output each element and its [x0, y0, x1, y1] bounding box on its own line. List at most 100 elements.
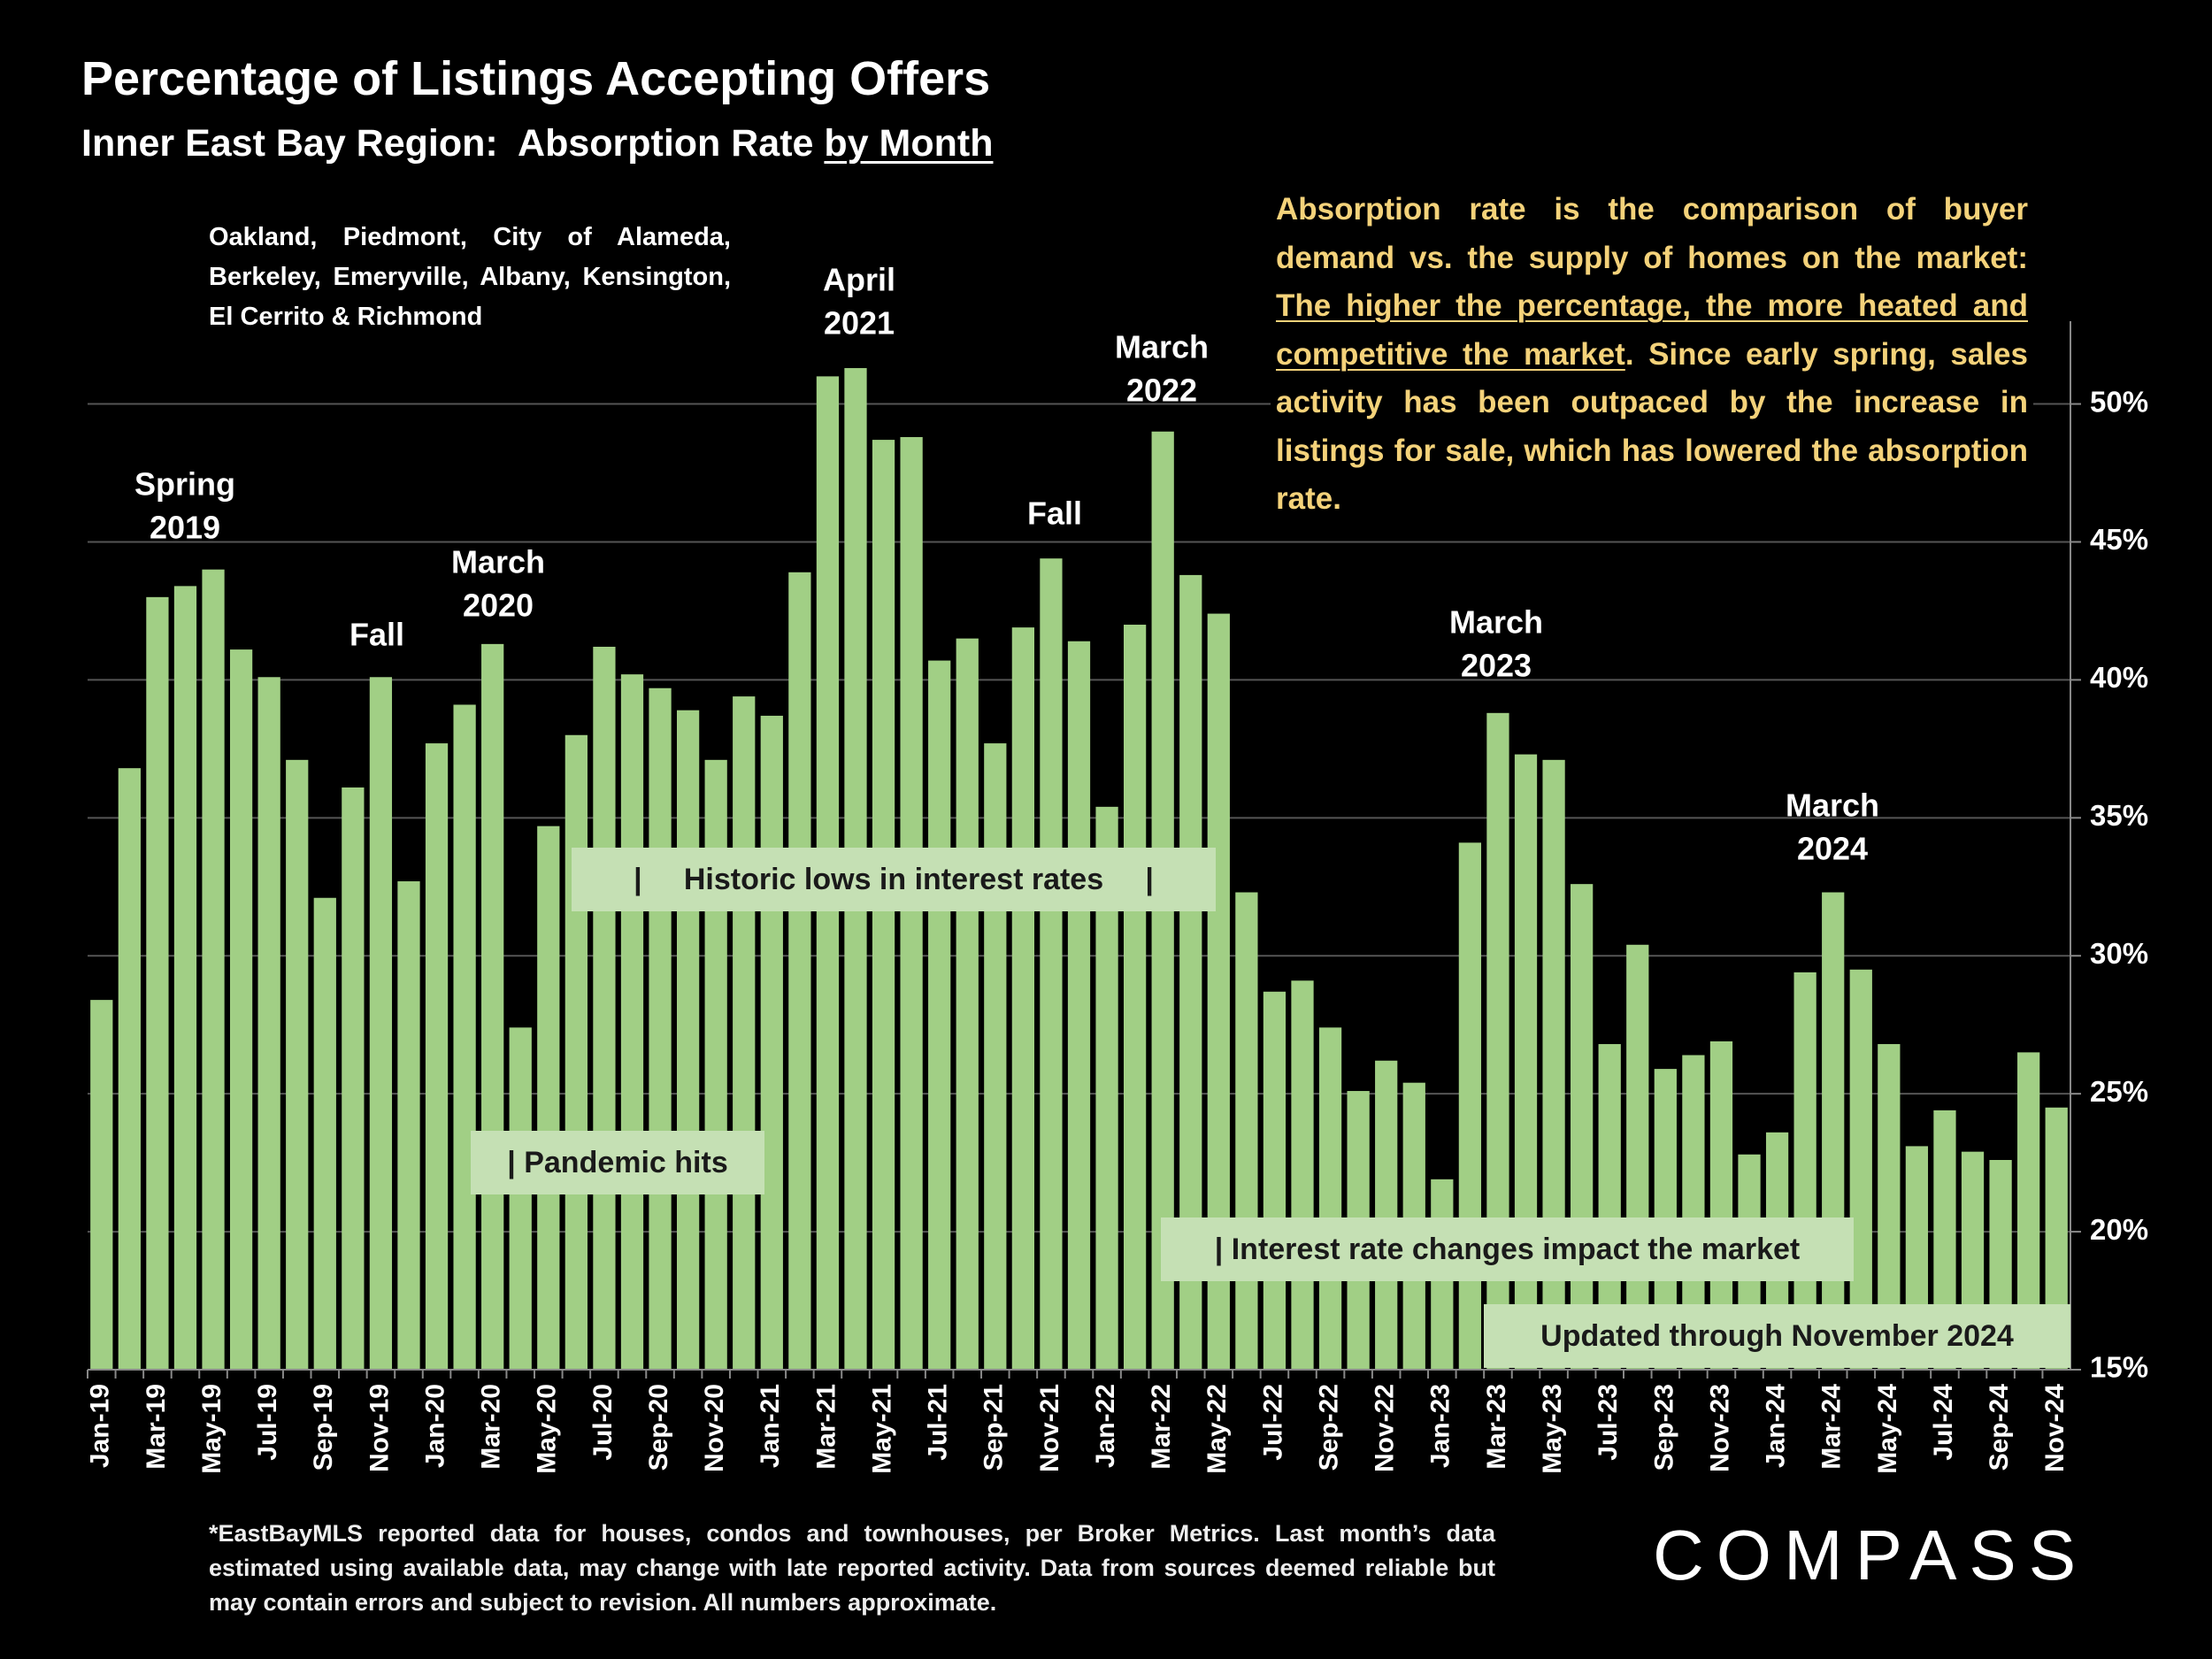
x-tick-label: May-20: [533, 1384, 562, 1474]
x-tick-label: May-24: [1873, 1384, 1902, 1474]
x-tick-label: May-23: [1538, 1384, 1567, 1474]
annotation: 2021: [824, 305, 895, 342]
x-tick-label: Sep-23: [1649, 1384, 1678, 1471]
annotation: 2023: [1461, 648, 1532, 684]
bar: [1291, 980, 1314, 1370]
description-text: Absorption rate is the comparison of buy…: [1276, 192, 2028, 275]
x-tick-label: May-19: [197, 1384, 227, 1474]
bar: [229, 649, 253, 1370]
period-box: [1161, 1217, 1854, 1281]
bar: [202, 569, 225, 1370]
x-tick-label: Sep-22: [1314, 1384, 1343, 1471]
bar: [146, 596, 169, 1370]
y-tick-label: 30%: [2090, 937, 2148, 970]
bar: [453, 704, 476, 1370]
bar: [313, 897, 336, 1370]
bar: [425, 743, 449, 1370]
y-tick-label: 25%: [2090, 1075, 2148, 1108]
annotation: March: [1786, 787, 1879, 824]
x-tick-label: May-21: [867, 1384, 896, 1474]
x-tick-label: Mar-22: [1147, 1384, 1176, 1470]
annotation: Fall: [1027, 495, 1082, 532]
description-underlined: The higher the percentage, the more heat…: [1276, 288, 2028, 372]
x-tick-label: Jul-22: [1258, 1384, 1287, 1461]
bar: [593, 646, 616, 1370]
region-note: Oakland, Piedmont, City of Alameda, Berk…: [209, 223, 731, 331]
x-tick-label: Nov-20: [700, 1384, 729, 1472]
bar: [1458, 842, 1482, 1370]
bar: [733, 696, 756, 1370]
bar: [1263, 991, 1286, 1370]
x-tick-label: Mar-20: [477, 1384, 506, 1470]
bar: [369, 677, 393, 1370]
x-tick-label: Jul-19: [253, 1384, 282, 1461]
x-tick-label: Jan-19: [86, 1384, 115, 1468]
x-tick-label: Sep-24: [1985, 1384, 2014, 1471]
annotation: April: [823, 262, 895, 298]
x-tick-label: Sep-21: [979, 1384, 1009, 1471]
x-tick-label: Mar-21: [811, 1384, 841, 1470]
period-label: | Pandemic hits: [507, 1146, 727, 1179]
annotation: 2020: [463, 588, 534, 624]
y-tick-label: 45%: [2090, 523, 2148, 556]
x-tick-label: Jan-24: [1762, 1384, 1791, 1468]
annotation: March: [1449, 604, 1543, 641]
x-tick-label: Jul-21: [924, 1384, 953, 1461]
chart-subtitle: Inner East Bay Region: Absorption Rate b…: [81, 122, 994, 165]
x-tick-label: Jan-20: [420, 1384, 449, 1468]
bar: [1235, 892, 1258, 1370]
x-tick-label: Nov-19: [365, 1384, 394, 1472]
bar: [984, 743, 1007, 1370]
y-tick-label: 15%: [2090, 1351, 2148, 1384]
x-tick-label: Nov-24: [2040, 1384, 2070, 1472]
y-tick-label: 50%: [2090, 385, 2148, 418]
bar: [1318, 1027, 1342, 1370]
x-tick-label: Jul-23: [1594, 1384, 1623, 1461]
logo: COMPASS: [1653, 1516, 2089, 1594]
x-tick-label: Sep-19: [309, 1384, 338, 1471]
x-tick-label: Nov-23: [1705, 1384, 1734, 1472]
bar: [760, 715, 783, 1370]
bar: [1822, 892, 1845, 1370]
bar: [649, 687, 672, 1370]
bar: [620, 674, 644, 1370]
description: Absorption rate is the comparison of buy…: [1271, 182, 2033, 527]
bar: [1124, 625, 1147, 1370]
x-tick-label: May-22: [1202, 1384, 1232, 1474]
bar: [1793, 972, 1816, 1370]
bar: [1040, 558, 1063, 1370]
x-tick-label: Nov-21: [1035, 1384, 1064, 1472]
description-text: . Since early spring, sales activity has…: [1276, 336, 2028, 517]
bar: [676, 710, 700, 1370]
chart-title: Percentage of Listings Accepting Offers: [81, 52, 991, 105]
footnote: *EastBayMLS reported data for houses, co…: [209, 1520, 1495, 1616]
x-tick-label: Mar-23: [1482, 1384, 1511, 1470]
y-tick-label: 35%: [2090, 799, 2148, 832]
annotation: 2019: [150, 510, 220, 546]
x-tick-label: Jan-22: [1091, 1384, 1120, 1468]
annotation: Fall: [349, 617, 404, 653]
period-label: Updated through November 2024: [1540, 1319, 2014, 1353]
annotation: March: [451, 544, 545, 580]
y-tick-label: 40%: [2090, 661, 2148, 694]
bar: [173, 586, 197, 1370]
bar: [90, 1000, 113, 1370]
bar: [1011, 627, 1034, 1370]
annotation: March: [1115, 329, 1209, 365]
subtitle-text: Inner East Bay Region: Absorption Rate: [81, 122, 814, 165]
subtitle-underlined: by Month: [824, 122, 994, 165]
period-box: [1484, 1304, 2070, 1368]
period-label: | Historic lows in interest rates |: [634, 863, 1154, 896]
bar: [956, 638, 979, 1370]
bar: [537, 826, 560, 1370]
y-tick-label: 20%: [2090, 1213, 2148, 1246]
bar: [1067, 641, 1091, 1370]
x-tick-label: Mar-19: [142, 1384, 171, 1470]
bar: [1571, 884, 1594, 1370]
annotation: Spring: [134, 466, 235, 503]
x-tick-label: Jul-24: [1929, 1384, 1958, 1461]
bar: [509, 1027, 532, 1370]
bar: [565, 734, 588, 1370]
bar: [118, 768, 141, 1370]
